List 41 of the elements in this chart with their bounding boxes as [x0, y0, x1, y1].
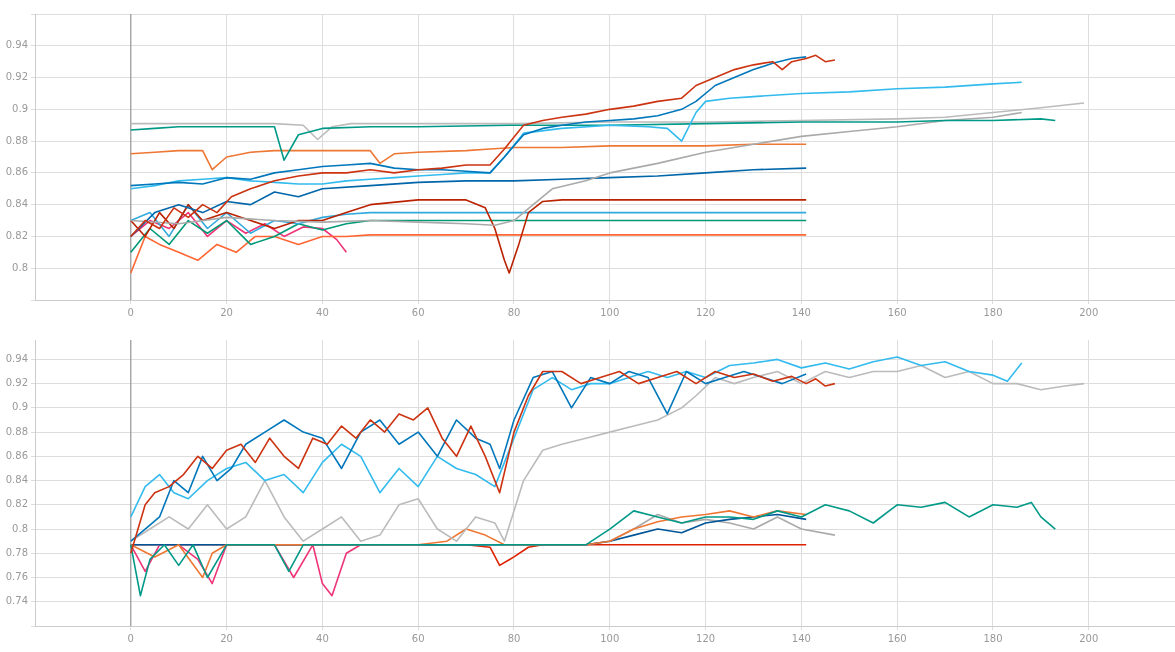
x-tick-label: 20	[220, 632, 233, 644]
y-tick-label: 0.92	[5, 71, 28, 83]
y-tick-label: 0.88	[5, 134, 28, 146]
y-tick-label: 0.82	[5, 498, 28, 510]
x-tick-label: 40	[316, 306, 329, 318]
y-tick-label: 0.94	[5, 39, 28, 51]
y-tick-label: 0.9	[12, 401, 28, 413]
y-tick-label: 0.74	[5, 595, 28, 607]
y-tick-label: 0.78	[5, 546, 28, 558]
x-tick-label: 180	[983, 632, 1003, 644]
y-tick-label: 0.86	[5, 166, 28, 178]
x-tick-label: 120	[696, 632, 716, 644]
x-tick-label: 180	[983, 306, 1003, 318]
x-tick-label: 60	[411, 632, 425, 644]
x-tick-label: 160	[887, 632, 907, 644]
x-tick-label: 0	[127, 632, 134, 644]
y-tick-label: 0.86	[5, 449, 28, 461]
y-tick-label: 0.88	[5, 425, 28, 437]
y-tick-label: 0.8	[12, 261, 28, 273]
y-tick-label: 0.84	[5, 198, 28, 210]
x-tick-label: 200	[1079, 306, 1099, 318]
y-tick-label: 0.82	[5, 230, 28, 242]
y-tick-label: 0.9	[12, 102, 28, 114]
y-tick-label: 0.94	[5, 352, 28, 364]
x-tick-label: 80	[507, 632, 521, 644]
x-tick-label: 200	[1079, 632, 1099, 644]
y-tick-label: 0.84	[5, 474, 28, 486]
y-tick-label: 0.92	[5, 377, 28, 389]
x-tick-label: 20	[220, 306, 233, 318]
y-tick-label: 0.76	[5, 571, 28, 583]
x-tick-label: 120	[696, 306, 716, 318]
x-tick-label: 100	[600, 306, 620, 318]
y-tick-label: 0.8	[12, 522, 28, 534]
x-tick-label: 140	[791, 306, 811, 318]
x-tick-label: 0	[127, 306, 134, 318]
x-tick-label: 40	[316, 632, 329, 644]
x-tick-label: 80	[507, 306, 521, 318]
x-tick-label: 100	[600, 632, 620, 644]
x-tick-label: 160	[887, 306, 907, 318]
x-tick-label: 60	[411, 306, 425, 318]
x-tick-label: 140	[791, 632, 811, 644]
